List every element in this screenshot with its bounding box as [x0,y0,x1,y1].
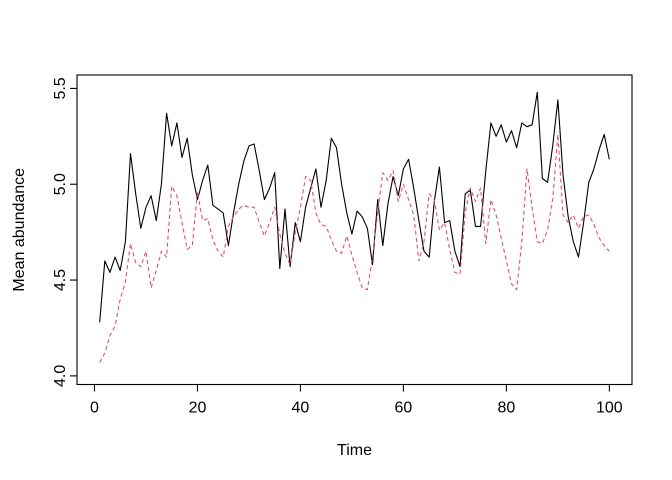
plot-box [76,74,633,386]
y-axis-ticks: 4.0 4.5 5.0 5.5 [52,77,77,387]
y-tick-label: 4.0 [52,365,69,387]
x-axis-ticks: 0 20 40 60 80 100 [90,384,623,417]
x-tick-label: 100 [596,400,623,417]
y-axis-title: Mean abundance [11,168,28,292]
x-tick-label: 80 [497,400,515,417]
mean-abundance-dashed-red [99,133,610,363]
x-axis-title: Time [337,442,372,459]
y-tick-label: 5.0 [52,173,69,195]
mean-abundance-solid-black [99,91,610,323]
x-tick-label: 40 [292,400,310,417]
y-tick-label: 4.5 [52,269,69,291]
chart-series [99,91,610,363]
x-tick-label: 20 [189,400,207,417]
y-tick-label: 5.5 [52,77,69,99]
x-tick-label: 0 [90,400,99,417]
x-tick-label: 60 [395,400,413,417]
